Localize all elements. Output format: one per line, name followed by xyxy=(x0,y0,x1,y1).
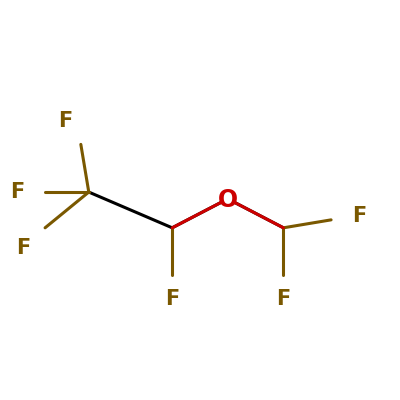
Text: F: F xyxy=(58,110,72,130)
Text: F: F xyxy=(352,206,366,226)
Text: F: F xyxy=(276,289,290,309)
Text: F: F xyxy=(10,182,24,202)
Text: O: O xyxy=(218,188,238,212)
Text: F: F xyxy=(16,238,30,258)
Text: F: F xyxy=(165,289,179,309)
